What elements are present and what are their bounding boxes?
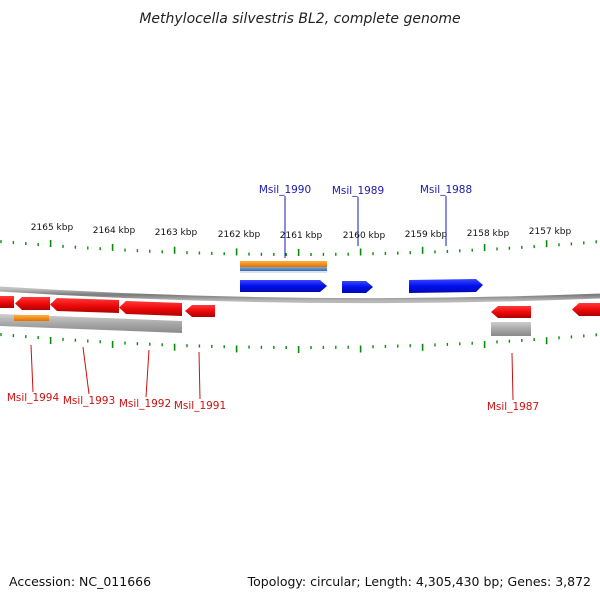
gene-label-msil-1988[interactable]: Msil_1988 [420,184,472,196]
scale-label: 2158 kbp [467,229,510,239]
scale-labels: 2165 kbp 2164 kbp 2163 kbp 2162 kbp 2161… [31,223,572,241]
gene-labels-top: Msil_1990 Msil_1989 Msil_1988 [259,184,472,258]
leader-line [30,344,34,393]
feature-light-bar [240,271,327,273]
gene-label-msil-1987[interactable]: Msil_1987 [487,401,539,413]
gene-label-msil-1993[interactable]: Msil_1993 [63,395,115,407]
forward-strand-track [240,261,483,293]
gene-msil-1990-arrow[interactable] [240,280,327,292]
scale-label: 2164 kbp [93,226,136,236]
gene-partial-arrow[interactable] [0,296,14,308]
gene-right-edge-arrow[interactable] [572,303,600,316]
scale-label: 2162 kbp [218,230,261,240]
scale-label: 2163 kbp [155,228,198,238]
gene-label-msil-1990[interactable]: Msil_1990 [259,184,311,196]
map-title: Methylocella silvestris BL2, complete ge… [139,11,460,27]
gene-msil-1989-arrow[interactable] [342,281,373,293]
accession-text: Accession: NC_011666 [9,574,151,589]
gene-msil-1992-arrow[interactable] [119,301,182,316]
feature-orange-small[interactable] [14,315,49,321]
gene-label-msil-1994[interactable]: Msil_1994 [7,392,60,404]
leader-line [82,346,90,395]
gene-msil-1988-arrow[interactable] [409,279,483,293]
scale-ticks-outer [0,240,597,256]
scale-label: 2157 kbp [529,227,572,237]
reverse-strand-track [0,296,600,336]
gene-msil-1987-arrow[interactable] [491,306,531,318]
gene-labels-bottom: Msil_1994 Msil_1993 Msil_1992 Msil_1991 … [7,344,539,413]
leader-line [198,351,201,400]
feature-grey-bar-right[interactable] [491,322,531,336]
gene-label-msil-1989[interactable]: Msil_1989 [332,185,384,197]
genome-backbone [0,286,600,304]
topology-text: Topology: circular; Length: 4,305,430 bp… [247,574,591,589]
feature-steel-bar[interactable] [240,267,327,271]
gene-msil-1991-arrow[interactable] [185,305,215,317]
gene-msil-1994-arrow[interactable] [15,297,50,310]
feature-orange-bar[interactable] [240,261,327,267]
scale-label: 2161 kbp [280,231,323,241]
gene-label-msil-1992[interactable]: Msil_1992 [119,398,171,410]
gene-label-msil-1991[interactable]: Msil_1991 [174,400,226,412]
leader-line [145,349,150,398]
scale-label: 2165 kbp [31,223,74,233]
scale-ticks-inner [0,333,597,353]
gene-msil-1993-arrow[interactable] [50,298,119,313]
scale-label: 2160 kbp [343,231,386,241]
leader-line [511,352,514,401]
scale-label: 2159 kbp [405,230,448,240]
